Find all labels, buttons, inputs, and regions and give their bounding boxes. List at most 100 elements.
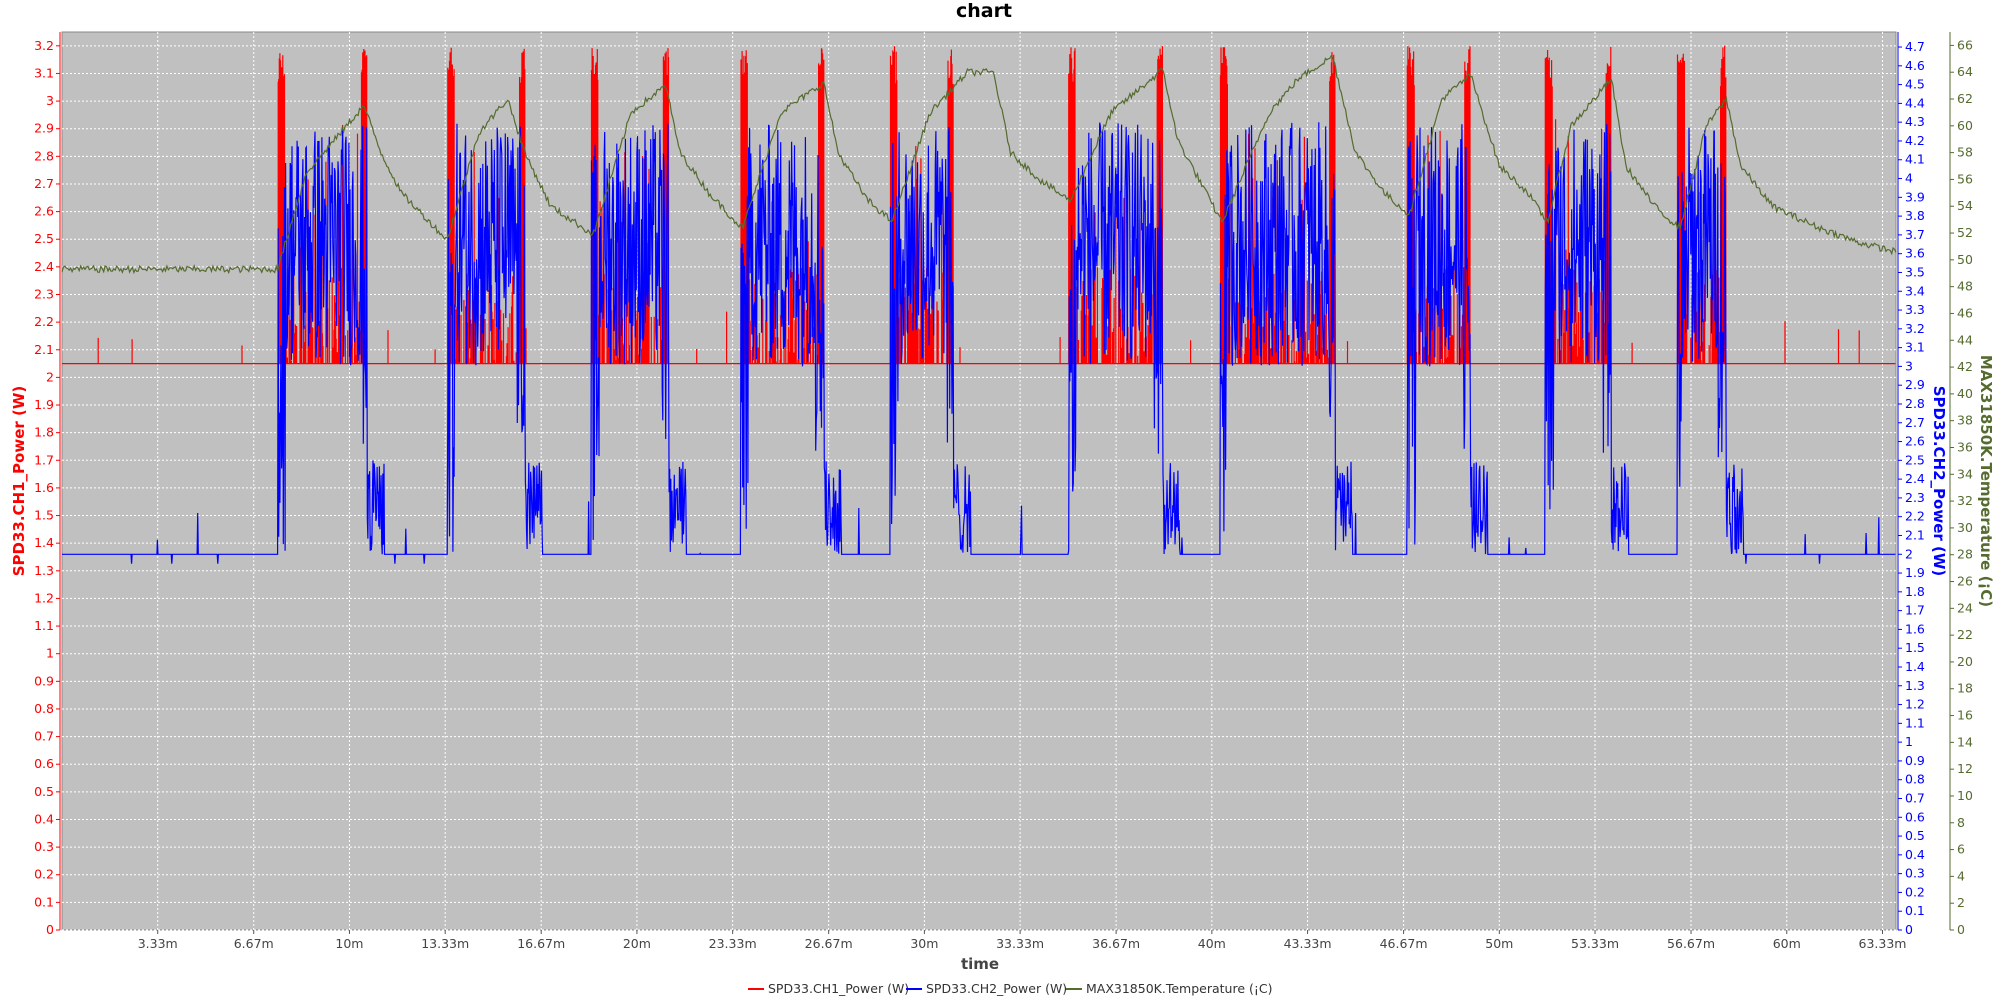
right2-tick-label: 0 — [1957, 922, 1965, 937]
right2-tick-label: 42 — [1957, 359, 1973, 374]
right1-tick-label: 2.5 — [1905, 452, 1925, 467]
plot-area — [61, 31, 1897, 931]
right1-tick-label: 3.8 — [1905, 208, 1925, 223]
x-tick-label: 10m — [335, 936, 363, 951]
right1-tick-label: 3.7 — [1905, 227, 1925, 242]
x-tick-label: 16.67m — [517, 936, 565, 951]
right1-axis-title: SPD33.CH2_Power (W) — [1930, 386, 1948, 577]
right1-tick-label: 1.6 — [1905, 621, 1925, 636]
right1-tick-label: 0.2 — [1905, 884, 1925, 899]
right2-tick-label: 18 — [1957, 681, 1973, 696]
right2-tick-label: 36 — [1957, 439, 1973, 454]
right2-tick-label: 62 — [1957, 91, 1973, 106]
left-tick-label: 0 — [46, 922, 54, 937]
left-tick-label: 2.9 — [34, 121, 54, 136]
x-tick-label: 13.33m — [421, 936, 469, 951]
left-tick-label: 1.8 — [34, 425, 54, 440]
left-axis-title: SPD33.CH1_Power (W) — [10, 386, 28, 577]
right1-tick-label: 3.6 — [1905, 246, 1925, 261]
left-tick-label: 3 — [46, 93, 54, 108]
right1-tick-label: 1 — [1905, 734, 1913, 749]
right2-tick-label: 14 — [1957, 734, 1973, 749]
left-tick-label: 1.6 — [34, 480, 54, 495]
right1-tick-label: 0.6 — [1905, 809, 1925, 824]
left-tick-label: 2.2 — [34, 314, 54, 329]
right1-tick-label: 3.5 — [1905, 264, 1925, 279]
right1-tick-label: 2.6 — [1905, 434, 1925, 449]
right2-tick-label: 48 — [1957, 279, 1973, 294]
right2-tick-label: 10 — [1957, 788, 1973, 803]
right2-tick-label: 44 — [1957, 332, 1973, 347]
right2-axis-title: MAX31850K.Temperature (¡C) — [1977, 355, 1995, 607]
legend-item: MAX31850K.Temperature (¡C) — [1066, 981, 1272, 996]
right2-tick-label: 60 — [1957, 118, 1973, 133]
left-tick-label: 0.8 — [34, 701, 54, 716]
series-ch2-power-line — [62, 122, 1896, 564]
right1-tick-label: 0.4 — [1905, 847, 1925, 862]
right1-tick-label: 0.7 — [1905, 790, 1925, 805]
right1-tick-label: 3 — [1905, 358, 1913, 373]
right2-tick-label: 26 — [1957, 574, 1973, 589]
right2-tick-label: 64 — [1957, 64, 1973, 79]
right1-tick-label: 0.8 — [1905, 772, 1925, 787]
left-tick-label: 2.5 — [34, 231, 54, 246]
right1-tick-label: 4.5 — [1905, 77, 1925, 92]
x-tick-label: 23.33m — [709, 936, 757, 951]
chart-title: chart — [956, 0, 1012, 22]
left-tick-label: 3.2 — [34, 38, 54, 53]
right1-tick-label: 1.9 — [1905, 565, 1925, 580]
right1-tick-label: 1.7 — [1905, 603, 1925, 618]
right2-tick-label: 50 — [1957, 252, 1973, 267]
right2-tick-label: 56 — [1957, 171, 1973, 186]
x-tick-label: 3.33m — [138, 936, 178, 951]
x-tick-label: 30m — [910, 936, 938, 951]
left-tick-label: 2.8 — [34, 148, 54, 163]
right1-tick-label: 0 — [1905, 922, 1913, 937]
legend-item: SPD33.CH2_Power (W) — [906, 981, 1067, 996]
right1-tick-label: 2.4 — [1905, 471, 1925, 486]
x-tick-label: 26.67m — [805, 936, 853, 951]
right2-tick-label: 8 — [1957, 815, 1965, 830]
left-tick-label: 1 — [46, 646, 54, 661]
right2-tick-label: 6 — [1957, 842, 1965, 857]
x-tick-label: 36.67m — [1092, 936, 1140, 951]
left-tick-label: 0.2 — [34, 867, 54, 882]
left-tick-label: 1.7 — [34, 452, 54, 467]
x-tick-label: 60m — [1773, 936, 1801, 951]
left-tick-label: 1.9 — [34, 397, 54, 412]
right1-tick-label: 4.7 — [1905, 39, 1925, 54]
right1-tick-label: 3.3 — [1905, 302, 1925, 317]
left-tick-label: 1.3 — [34, 563, 54, 578]
right2-tick-label: 40 — [1957, 386, 1973, 401]
right2-tick-label: 12 — [1957, 761, 1973, 776]
right1-tick-label: 1.3 — [1905, 678, 1925, 693]
right1-tick-label: 0.5 — [1905, 828, 1925, 843]
left-tick-label: 2 — [46, 369, 54, 384]
right2-tick-label: 2 — [1957, 895, 1965, 910]
right2-tick-label: 22 — [1957, 627, 1973, 642]
left-tick-label: 0.4 — [34, 811, 54, 826]
series-layer — [61, 45, 1897, 564]
right1-tick-label: 4.3 — [1905, 114, 1925, 129]
left-tick-label: 0.7 — [34, 729, 54, 744]
right2-tick-label: 20 — [1957, 654, 1973, 669]
x-tick-label: 46.67m — [1380, 936, 1428, 951]
right1-tick-label: 3.2 — [1905, 321, 1925, 336]
left-tick-label: 2.4 — [34, 259, 54, 274]
right1-tick-label: 0.3 — [1905, 866, 1925, 881]
x-tick-label: 53.33m — [1571, 936, 1619, 951]
x-tick-label: 6.67m — [234, 936, 274, 951]
right1-tick-label: 3.1 — [1905, 340, 1925, 355]
right2-tick-label: 66 — [1957, 37, 1973, 52]
series-temperature-line — [61, 55, 1897, 275]
right2-tick-label: 28 — [1957, 547, 1973, 562]
x-tick-label: 40m — [1198, 936, 1226, 951]
right1-tick-label: 3.9 — [1905, 189, 1925, 204]
left-tick-label: 0.6 — [34, 756, 54, 771]
left-tick-label: 2.6 — [34, 204, 54, 219]
left-tick-label: 1.1 — [34, 618, 54, 633]
x-tick-label: 56.67m — [1667, 936, 1715, 951]
right2-tick-label: 32 — [1957, 493, 1973, 508]
right2-tick-label: 46 — [1957, 305, 1973, 320]
